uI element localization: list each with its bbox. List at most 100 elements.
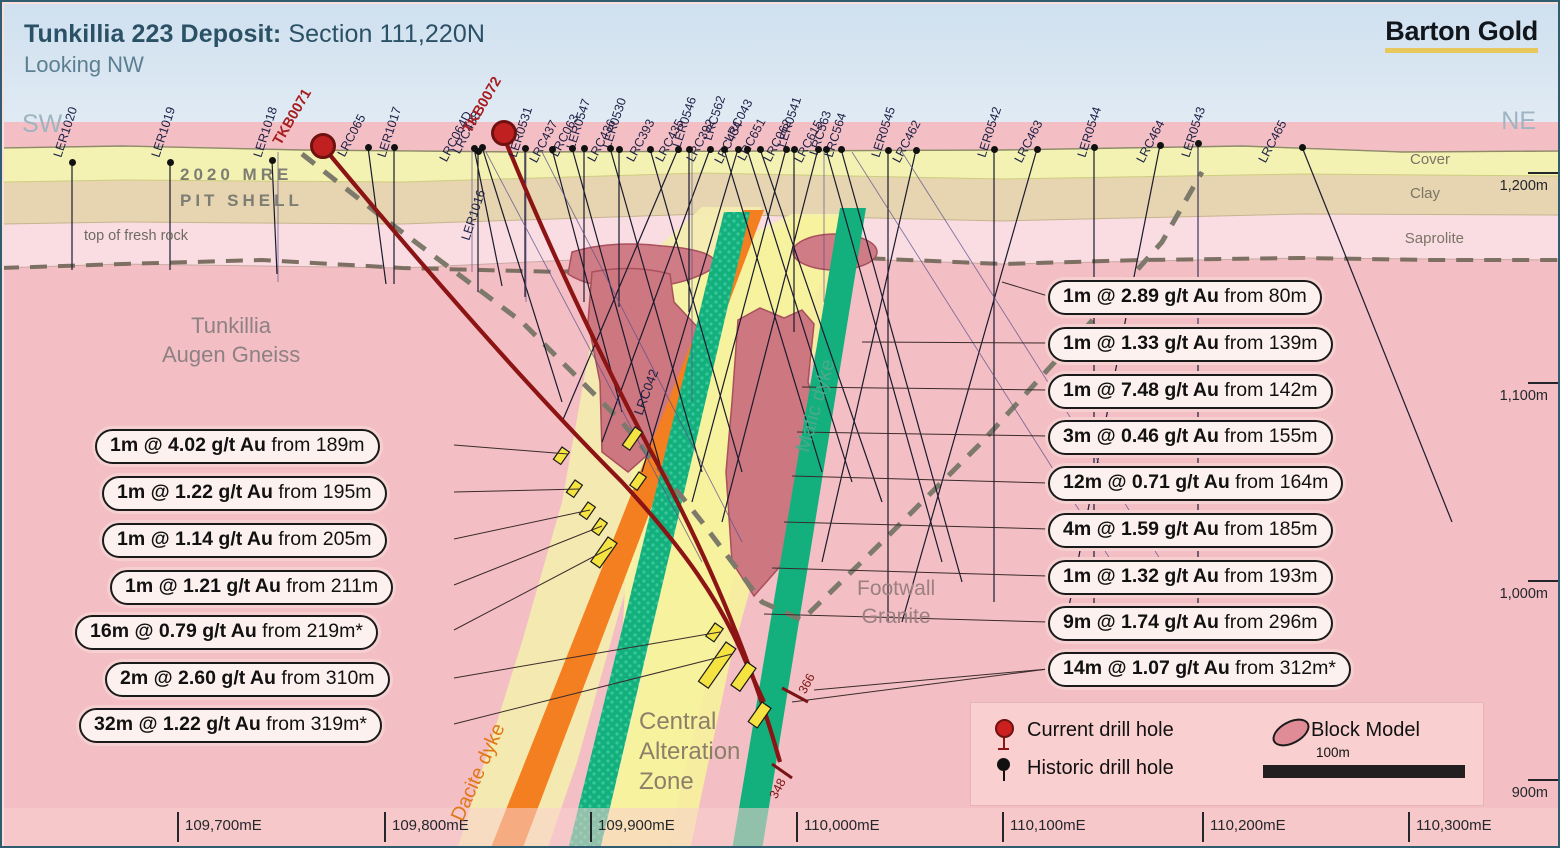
drill-collar-lrc615: [814, 145, 822, 153]
brand-logo: Barton Gold: [1385, 16, 1538, 53]
intercept-from-depth: from 310m: [275, 667, 375, 689]
intercept-from-depth: from 155m: [1218, 425, 1318, 447]
drill-collar-lrc562: [720, 145, 728, 153]
drill-collar-ler1017: [390, 143, 398, 151]
drill-collar-lrc062: [782, 145, 790, 153]
intercept-from-depth: from 296m: [1218, 611, 1318, 633]
intercept-callout-right-7: 1m @ 1.32 g/t Au from 193m: [1048, 560, 1333, 595]
easting-tick: [1202, 812, 1204, 842]
brand-underline: [1385, 48, 1538, 53]
drill-collar-ler0547: [580, 144, 588, 152]
drill-collar-ler0544: [1090, 143, 1098, 151]
intercept-from-depth: from 193m: [1218, 565, 1318, 587]
easting-label-110100: 110,100mE: [1010, 817, 1086, 834]
intercept-grade: 1m @ 1.32 g/t Au: [1063, 565, 1219, 587]
intercept-callout-right-8: 9m @ 1.74 g/t Au from 296m: [1048, 606, 1333, 641]
easting-tick: [1002, 812, 1004, 842]
intercept-grade: 16m @ 0.79 g/t Au: [90, 620, 257, 642]
drill-collar-lrc065: [364, 143, 372, 151]
intercept-callout-left-6: 2m @ 2.60 g/t Au from 310m: [105, 662, 390, 697]
legend-historic-drill-hole: Historic drill hole: [1027, 757, 1174, 779]
intercept-from-depth: from 211m: [280, 575, 379, 597]
block-model-icon: [1267, 712, 1315, 753]
intercept-grade: 2m @ 2.60 g/t Au: [120, 667, 276, 689]
drill-collar-lrc436: [606, 144, 614, 152]
drill-collar-tkb0071: [310, 133, 336, 159]
historic-drill-hole-icon: [997, 758, 1010, 781]
intercept-callout-left-3: 1m @ 1.14 g/t Au from 205m: [102, 523, 387, 558]
stratigraphy-label-saprolite: Saprolite: [1404, 230, 1464, 247]
drill-collar-lrc463: [1033, 145, 1041, 153]
intercept-callout-right-2: 1m @ 1.33 g/t Au from 139m: [1048, 327, 1333, 362]
intercept-from-depth: from 142m: [1218, 379, 1318, 401]
elevation-tick: [1528, 382, 1558, 384]
easting-label-109900: 109,900mE: [598, 817, 675, 834]
drill-collar-ler0542: [990, 145, 998, 153]
drill-collar-lrc392: [706, 145, 714, 153]
intercept-grade: 12m @ 0.71 g/t Au: [1063, 471, 1230, 493]
drill-collar-lrc434: [734, 145, 742, 153]
intercept-from-depth: from 185m: [1218, 518, 1318, 540]
drill-collar-ler0543: [1194, 139, 1202, 147]
scale-bar-label: 100m: [1316, 745, 1350, 760]
drill-collar-lrc437: [548, 145, 556, 153]
intercept-callout-left-7: 32m @ 1.22 g/t Au from 319m*: [79, 708, 382, 743]
easting-label-110200: 110,200mE: [1210, 817, 1286, 834]
drill-collar-ler1016: [474, 147, 482, 155]
orientation-ne: NE: [1501, 107, 1536, 135]
intercept-grade: 14m @ 1.07 g/t Au: [1063, 657, 1230, 679]
drill-collar-lrc462: [912, 146, 920, 154]
intercept-grade: 1m @ 1.33 g/t Au: [1063, 332, 1219, 354]
intercept-grade: 32m @ 1.22 g/t Au: [94, 713, 261, 735]
drill-collar-ler0541: [790, 145, 798, 153]
intercept-from-depth: from 195m: [272, 481, 372, 503]
drill-collar-lrc564: [837, 145, 845, 153]
easting-tick: [1408, 812, 1410, 842]
intercept-callout-right-6: 4m @ 1.59 g/t Au from 185m: [1048, 513, 1333, 548]
drill-collar-ler0531: [521, 144, 529, 152]
intercept-from-depth: from 319m*: [260, 713, 367, 735]
easting-label-110300: 110,300mE: [1416, 817, 1492, 834]
elevation-label-1100: 1,100m: [1499, 388, 1548, 404]
intercept-from-depth: from 139m: [1218, 332, 1318, 354]
intercept-grade: 1m @ 1.21 g/t Au: [125, 575, 281, 597]
legend-box: Current drill hole Historic drill hole B…: [970, 702, 1484, 806]
intercept-callout-right-3: 1m @ 7.48 g/t Au from 142m: [1048, 374, 1333, 409]
easting-label-109700: 109,700mE: [185, 817, 262, 834]
drill-collar-lrc435: [674, 145, 682, 153]
intercept-grade: 1m @ 4.02 g/t Au: [110, 434, 266, 456]
scale-bar: [1263, 765, 1465, 778]
legend-current-drill-hole: Current drill hole: [1027, 719, 1174, 741]
intercept-from-depth: from 80m: [1218, 285, 1307, 307]
drill-collar-lrc063: [568, 144, 576, 152]
stratigraphy-label-cover: Cover: [1409, 151, 1450, 168]
page-subtitle: Looking NW: [24, 52, 144, 77]
easting-tick: [796, 812, 798, 842]
drill-collar-ler0546: [685, 145, 693, 153]
drill-collar-lrc465: [1298, 143, 1306, 151]
intercept-from-depth: from 164m: [1229, 471, 1329, 493]
drill-collar-ler0530: [615, 145, 623, 153]
intercept-grade: 1m @ 7.48 g/t Au: [1063, 379, 1219, 401]
drill-collar-lrc438: [478, 143, 486, 151]
intercept-callout-left-5: 16m @ 0.79 g/t Au from 219m*: [75, 615, 378, 650]
drill-collar-lrc464: [1156, 141, 1164, 149]
brand-name: Barton Gold: [1385, 16, 1538, 46]
drill-collar-tkb0072: [491, 120, 517, 146]
intercept-callout-right-9: 14m @ 1.07 g/t Au from 312m*: [1048, 652, 1351, 687]
intercept-grade: 9m @ 1.74 g/t Au: [1063, 611, 1219, 633]
easting-label-110000: 110,000mE: [804, 817, 880, 834]
intercept-callout-right-4: 3m @ 0.46 g/t Au from 155m: [1048, 420, 1333, 455]
page-title: Tunkillia 223 Deposit: Section 111,220N: [24, 20, 485, 49]
intercept-callout-left-1: 1m @ 4.02 g/t Au from 189m: [95, 429, 380, 464]
intercept-from-depth: from 205m: [272, 528, 372, 550]
current-drill-hole-icon: [995, 719, 1014, 750]
elevation-label-1200: 1,200m: [1499, 178, 1548, 194]
elevation-tick: [1528, 580, 1558, 582]
intercept-callout-right-1: 1m @ 2.89 g/t Au from 80m: [1048, 280, 1322, 315]
intercept-grade: 4m @ 1.59 g/t Au: [1063, 518, 1219, 540]
stratigraphy-label-clay: Clay: [1409, 185, 1440, 202]
intercept-grade: 1m @ 1.22 g/t Au: [117, 481, 273, 503]
intercept-grade: 1m @ 2.89 g/t Au: [1063, 285, 1219, 307]
